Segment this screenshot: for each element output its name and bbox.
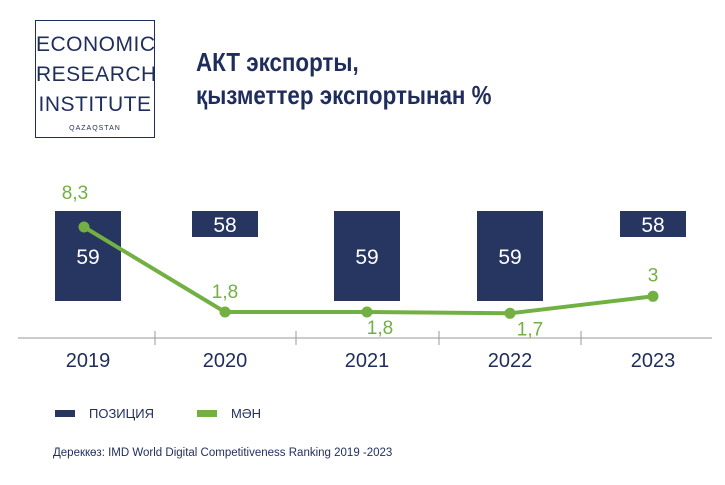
logo: ECONOMIC RESEARCH INSTITUTE QAZAQSTAN (35, 20, 157, 138)
x-tick-label-2020: 2020 (203, 350, 248, 372)
bar-label-2020: 58 (213, 214, 236, 237)
bar-2020 (192, 211, 258, 237)
line-label-2020: 1,8 (212, 282, 238, 303)
x-tick-label-2021: 2021 (345, 350, 390, 372)
bar-2021 (334, 211, 400, 301)
line-label-2023: 3 (648, 265, 659, 286)
line-label-2021: 1,8 (367, 318, 393, 339)
legend-label-value: МӘН (231, 405, 261, 421)
line-label-2022: 1,7 (517, 319, 543, 340)
logo-line-institute: INSTITUTE (38, 93, 152, 116)
line-point-2019 (78, 221, 90, 233)
legend-swatch-value (197, 409, 217, 417)
bar-label-2022: 59 (498, 246, 521, 269)
chart-title-line2: қызметтер экспортынан % (196, 80, 492, 110)
chart-title-line1: АКТ экспорты, (196, 47, 359, 77)
line-point-2021 (361, 306, 373, 318)
line-point-2022 (504, 307, 516, 319)
legend-item-position: ПОЗИЦИЯ (55, 405, 154, 421)
bar-label-2023: 58 (641, 214, 664, 237)
bar-label-2019: 59 (76, 246, 99, 269)
logo-line-qazaqstan: QAZAQSTAN (69, 125, 121, 132)
bar-2023 (620, 211, 686, 237)
legend-item-value: МӘН (197, 405, 261, 421)
x-tick-label-2023: 2023 (631, 350, 676, 372)
source-note: Дереккөз: IMD World Digital Competitiven… (53, 447, 393, 459)
logo-line-economic: ECONOMIC (36, 33, 156, 56)
x-tick-label-2022: 2022 (488, 350, 533, 372)
bar-2022 (477, 211, 543, 301)
legend-label-position: ПОЗИЦИЯ (89, 405, 154, 421)
x-tick-label-2019: 2019 (66, 350, 111, 372)
line-label-2019: 8,3 (62, 183, 88, 204)
legend-swatch-position (55, 409, 75, 417)
logo-line-research: RESEARCH (36, 63, 157, 86)
bar-label-2021: 59 (355, 246, 378, 269)
chart-title: АКТ экспорты, қызметтер экспортынан % (196, 46, 492, 112)
line-point-2023 (647, 290, 659, 302)
line-point-2020 (219, 306, 231, 318)
